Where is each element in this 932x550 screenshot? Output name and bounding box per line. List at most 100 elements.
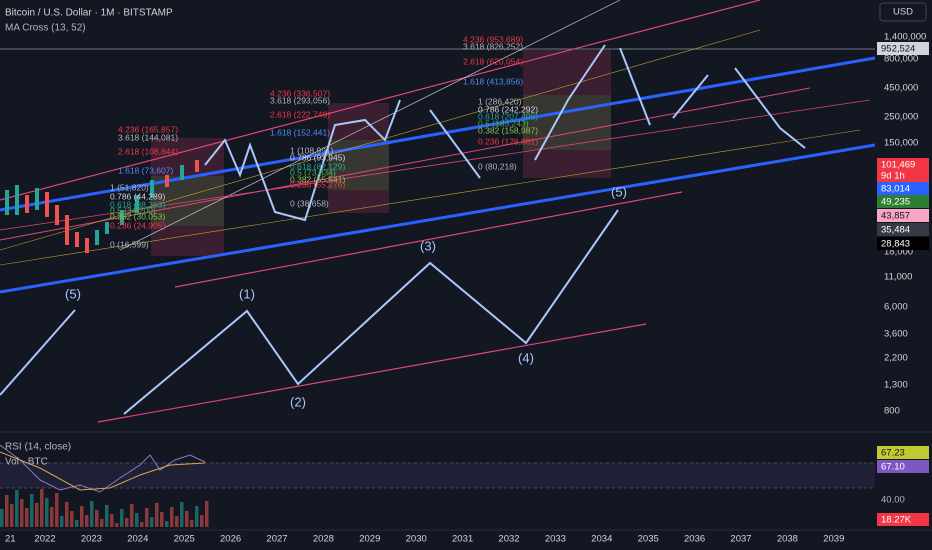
volume [0, 489, 209, 527]
volume-bar [115, 523, 119, 527]
volume-bar [170, 507, 174, 527]
volume-title: Vol · BTC [5, 457, 48, 468]
price-tag: 9d 1h [881, 171, 905, 182]
price-tag-bg [877, 237, 929, 250]
rsi-title: RSI (14, close) [5, 442, 71, 453]
volume-bar [55, 493, 59, 527]
time-label: 2025 [174, 534, 195, 545]
fib-label: 0.5 (34,200) [110, 205, 156, 215]
fib-label: 0 (38,658) [290, 198, 329, 208]
time-label: 2029 [359, 534, 380, 545]
time-label: 2033 [545, 534, 566, 545]
fib-label: 0.786 (93,945) [290, 152, 345, 162]
time-label: 21 [5, 534, 16, 545]
wave-label: (4) [518, 350, 534, 365]
price-tag: 43,857 [881, 211, 910, 222]
volume-bar [135, 513, 139, 527]
currency: USD [893, 7, 913, 18]
time-label: 2038 [777, 534, 798, 545]
fib-label: 1.618 (413,856) [463, 76, 523, 86]
volume-bar [100, 519, 104, 527]
fib-label: 0 (80,218) [478, 161, 517, 171]
fib-label: 1 (108,991) [290, 145, 334, 155]
volume-bar [95, 510, 99, 527]
price-tag-bg [877, 169, 929, 182]
fib-label: 2.618 (108,844) [118, 146, 178, 156]
price-label: 150,000 [884, 138, 918, 149]
rsi-tag-bg [877, 513, 929, 526]
wave-paths [0, 44, 806, 415]
volume-bar [120, 509, 124, 527]
price-tag-bg [877, 158, 929, 171]
wave-label: (2) [290, 394, 306, 409]
time-label: 2036 [684, 534, 705, 545]
volume-bar [85, 515, 89, 527]
price-tag-bg [877, 209, 929, 222]
fib-label: 4.236 (165,857) [118, 124, 178, 134]
fib-label: 0.382 (158,987) [478, 125, 538, 135]
time-label: 2022 [34, 534, 55, 545]
candles [5, 160, 199, 253]
volume-bar [130, 504, 134, 527]
fib-label: 1.618 (152,441) [270, 127, 330, 137]
price-label: 1,300 [884, 380, 908, 391]
volume-bar [155, 503, 159, 527]
volume-bar [40, 489, 44, 527]
fib-label: 0.786 (44,289) [110, 191, 165, 201]
currency-box [879, 2, 927, 22]
volume-bar [65, 502, 69, 527]
fib-label: 0.5 (183,243) [478, 118, 529, 128]
time-label: 2034 [591, 534, 612, 545]
price-label: 3,600 [884, 329, 908, 340]
fib-label: 0.618 (207,498) [478, 111, 538, 121]
volume-bar [75, 520, 79, 527]
volume-bar [125, 518, 129, 527]
time-label: 2030 [406, 534, 427, 545]
price-tag-bg [877, 182, 929, 195]
rsi-band [0, 463, 875, 488]
wave-label: (3) [420, 238, 436, 253]
fib-label: 3.618 (293,056) [270, 95, 330, 105]
fib-box [151, 176, 224, 226]
price-tag-bg [877, 223, 929, 236]
fib-label: 0.786 (242,292) [478, 104, 538, 114]
fib-label: 2.618 (222,749) [270, 109, 330, 119]
fib-label: 4.236 (336,507) [270, 88, 330, 98]
volume-bar [205, 501, 209, 527]
volume-bar [150, 517, 154, 527]
price-tag: 83,014 [881, 184, 910, 195]
time-label: 2024 [127, 534, 148, 545]
volume-bar [145, 508, 149, 527]
time-label: 2039 [823, 534, 844, 545]
price-label: 2,200 [884, 353, 908, 364]
price-tag: 49,235 [881, 197, 910, 208]
fib-label: 0.5 (73,834) [290, 167, 336, 177]
price-axis [875, 0, 932, 530]
time-label: 2031 [452, 534, 473, 545]
fib-label: 0.618 (82,129) [290, 161, 345, 171]
volume-bar [10, 504, 14, 527]
volume-bar [175, 516, 179, 527]
volume-bar [50, 507, 54, 527]
rsi [0, 444, 206, 493]
volume-bar [25, 508, 29, 527]
price-label: 6,000 [884, 302, 908, 313]
fib-label: 3.618 (144,081) [118, 132, 178, 142]
volume-bar [190, 520, 194, 527]
fib-label: 0 (16,599) [110, 239, 149, 249]
fib-label: 3.618 (826,252) [463, 41, 523, 51]
time-label: 2028 [313, 534, 334, 545]
rsi-tag: 67.23 [881, 448, 905, 459]
volume-bar [140, 522, 144, 527]
rsi-tag-bg [877, 446, 929, 459]
fib-label: 0.382 (30,053) [110, 211, 165, 221]
volume-bar [15, 490, 19, 527]
volume-bar [185, 511, 189, 527]
fib-label: 1 (51,820) [110, 182, 149, 192]
volume-bar [20, 499, 24, 527]
price-label: 800 [884, 406, 900, 417]
volume-bar [30, 494, 34, 527]
price-tag: 35,484 [881, 225, 910, 236]
